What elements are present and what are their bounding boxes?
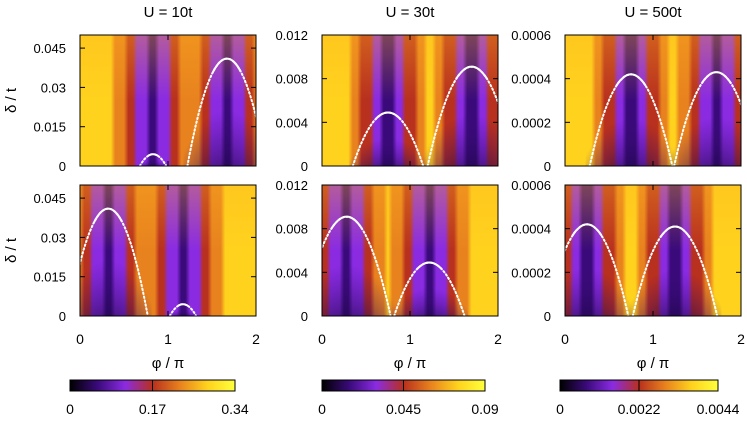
- low-intensity-region: [390, 259, 469, 316]
- x-tick-label: 2: [494, 331, 502, 347]
- heatmap-panel: [564, 34, 742, 167]
- colorbar-tick-label: 0: [556, 401, 564, 417]
- y-tick-label: 0.012: [275, 28, 308, 43]
- column-title: U = 30t: [386, 4, 436, 21]
- resonance-curve-peak: [177, 303, 189, 307]
- resonance-curve-peak: [659, 225, 691, 239]
- x-axis-label: φ / π: [152, 355, 185, 372]
- resonance-curve-peak: [330, 215, 363, 230]
- colorbar-tick-label: 0.0022: [618, 401, 661, 417]
- resonance-curve-peak: [455, 65, 488, 80]
- resonance-curve: [673, 71, 741, 166]
- y-tick-label: 0.045: [33, 191, 66, 206]
- low-intensity-region: [628, 222, 722, 316]
- y-tick-label: 0.004: [275, 265, 308, 280]
- x-tick-label: 2: [252, 331, 260, 347]
- heatmap-panel: [321, 34, 499, 167]
- heatmap-panel: [79, 34, 257, 167]
- low-intensity-region: [322, 211, 396, 316]
- heatmap-panel: [79, 184, 257, 317]
- colorbar-tick-label: 0.0044: [697, 401, 740, 417]
- low-intensity-region: [80, 203, 152, 316]
- y-tick-label: 0.0004: [511, 222, 551, 237]
- x-tick-label: 1: [406, 331, 414, 347]
- x-axis-label: φ / π: [637, 355, 670, 372]
- y-tick-label: 0: [59, 309, 66, 324]
- y-tick-label: 0: [301, 309, 308, 324]
- x-tick-label: 0: [561, 331, 569, 347]
- y-tick-label: 0.015: [33, 120, 66, 135]
- low-intensity-region: [183, 53, 256, 166]
- resonance-curve-peak: [93, 207, 123, 223]
- y-tick-label: 0.008: [275, 222, 308, 237]
- low-intensity-region: [138, 153, 168, 166]
- low-intensity-region: [669, 67, 741, 166]
- colorbar-tick-label: 0.34: [221, 401, 248, 417]
- y-tick-label: 0: [59, 159, 66, 174]
- y-tick-label: 0: [544, 309, 551, 324]
- x-tick-label: 1: [649, 331, 657, 347]
- x-tick-label: 0: [318, 331, 326, 347]
- y-tick-label: 0.0004: [511, 72, 551, 87]
- colorbar: [321, 379, 486, 392]
- resonance-curve-peak: [147, 153, 159, 157]
- resonance-curve-peak: [374, 111, 402, 120]
- y-axis-label: δ / t: [3, 87, 20, 113]
- colorbar-tick-label: 0: [66, 401, 74, 417]
- colorbar-tick-label: 0.045: [386, 401, 421, 417]
- y-tick-label: 0.0006: [511, 28, 551, 43]
- heatmap-panel: [321, 184, 499, 317]
- y-tick-label: 0.008: [275, 72, 308, 87]
- colorbar: [69, 379, 236, 392]
- low-intensity-region: [565, 219, 633, 316]
- y-tick-label: 0.0002: [511, 115, 551, 130]
- y-tick-label: 0.015: [33, 270, 66, 285]
- y-tick-label: 0.012: [275, 178, 308, 193]
- y-tick-label: 0.0006: [511, 178, 551, 193]
- low-intensity-region: [349, 109, 427, 166]
- colorbar: [559, 379, 719, 392]
- resonance-curve: [393, 261, 466, 316]
- colorbar-tick-label: 0: [318, 401, 326, 417]
- resonance-curve-peak: [615, 73, 647, 87]
- resonance-curve-peak: [571, 223, 603, 237]
- y-tick-label: 0.0002: [511, 265, 551, 280]
- resonance-curve-peak: [416, 261, 443, 270]
- resonance-curve: [631, 225, 719, 316]
- resonance-curve-peak: [700, 71, 732, 85]
- x-axis-label: φ / π: [394, 355, 427, 372]
- colorbar-tick-label: 0.09: [471, 401, 498, 417]
- x-tick-label: 1: [164, 331, 172, 347]
- y-tick-label: 0.03: [41, 230, 66, 245]
- y-tick-label: 0: [301, 159, 308, 174]
- low-intensity-region: [423, 61, 498, 166]
- column-title: U = 10t: [144, 4, 194, 21]
- y-tick-label: 0.045: [33, 41, 66, 56]
- resonance-curve-peak: [212, 57, 242, 73]
- column-title: U = 500t: [624, 4, 682, 21]
- resonance-curve: [351, 111, 425, 166]
- resonance-curve: [168, 303, 198, 316]
- y-axis-label: δ / t: [3, 237, 20, 263]
- y-tick-label: 0.03: [41, 80, 66, 95]
- y-tick-label: 0.004: [275, 115, 308, 130]
- y-tick-label: 0: [544, 159, 551, 174]
- x-tick-label: 2: [737, 331, 745, 347]
- x-tick-label: 0: [76, 331, 84, 347]
- low-intensity-region: [585, 69, 677, 166]
- colorbar-tick-label: 0.17: [139, 401, 166, 417]
- heatmap-panel: [564, 184, 742, 317]
